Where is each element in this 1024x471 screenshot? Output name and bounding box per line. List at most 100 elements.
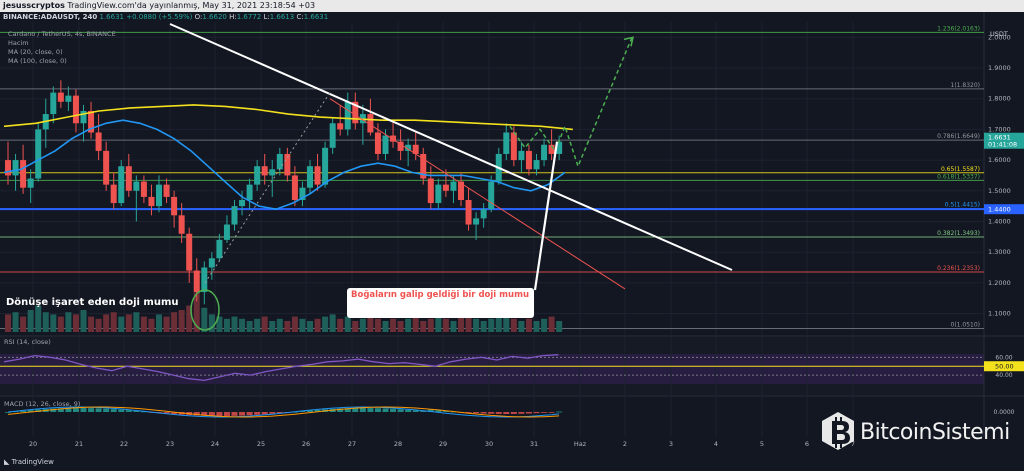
volume-legend[interactable]: Hacim bbox=[8, 39, 29, 47]
volume-bar-47 bbox=[359, 318, 366, 332]
x-tick-5: 25 bbox=[257, 440, 265, 448]
ma20-legend[interactable]: MA (20, close, 0) bbox=[8, 48, 63, 56]
macd-hist-52 bbox=[397, 409, 404, 412]
candle-body-22 bbox=[171, 196, 178, 216]
macd-hist-66 bbox=[503, 412, 510, 414]
volume-bar-18 bbox=[140, 316, 147, 332]
candle-body-21 bbox=[163, 184, 170, 197]
candle-body-55 bbox=[420, 153, 427, 179]
candle-body-2 bbox=[20, 160, 27, 188]
low-value: 1.6613 bbox=[269, 13, 295, 21]
macd-hist-73 bbox=[556, 411, 563, 413]
macd-hist-72 bbox=[548, 412, 555, 413]
low-label: L: bbox=[263, 13, 270, 21]
bitcoin-logo-icon bbox=[822, 412, 854, 450]
volume-bar-39 bbox=[299, 318, 306, 332]
volume-bar-7 bbox=[57, 316, 64, 332]
x-tick-2: 22 bbox=[120, 440, 128, 448]
volume-bar-43 bbox=[329, 314, 336, 332]
candle-body-28 bbox=[216, 239, 223, 259]
doji-annotation-right: Boğaların galip geldiği bir doji mumu bbox=[347, 288, 534, 318]
macd-hist-45 bbox=[344, 408, 351, 412]
candle-body-11 bbox=[88, 110, 95, 133]
volume-bar-68 bbox=[518, 321, 525, 332]
candle-body-6 bbox=[50, 92, 57, 115]
rsi-tick-40: 40.00 bbox=[995, 372, 1012, 379]
candle-body-42 bbox=[322, 147, 329, 185]
fib-label-7: 0.236(1.2353) bbox=[937, 265, 980, 272]
price-change: +0.0880 (+5.59%) bbox=[126, 13, 193, 21]
macd-hist-18 bbox=[140, 411, 147, 413]
macd-hist-32 bbox=[246, 412, 253, 416]
y-tick-4: 1.5000 bbox=[988, 187, 1011, 195]
candle-body-69 bbox=[525, 150, 532, 170]
volume-bar-40 bbox=[307, 321, 313, 332]
macd-hist-63 bbox=[480, 412, 487, 414]
macd-hist-8 bbox=[65, 408, 72, 412]
candle-body-63 bbox=[480, 209, 487, 219]
candle-body-10 bbox=[80, 110, 87, 124]
macd-hist-0 bbox=[5, 412, 11, 413]
volume-bar-22 bbox=[171, 312, 178, 332]
volume-bar-44 bbox=[337, 318, 344, 332]
x-tick-14: 3 bbox=[669, 440, 673, 448]
tradingview-text: TradingView bbox=[11, 458, 54, 466]
x-tick-15: 4 bbox=[714, 440, 718, 448]
volume-bar-36 bbox=[276, 318, 283, 332]
macd-hist-36 bbox=[276, 412, 283, 414]
symbol-label[interactable]: BINANCE:ADAUSDT, 240 bbox=[3, 13, 98, 21]
fib-label-3: 0.65(1.5587) bbox=[941, 166, 980, 173]
volume-bar-4 bbox=[35, 305, 42, 332]
candle-body-3 bbox=[27, 178, 34, 188]
volume-bar-28 bbox=[216, 316, 223, 332]
macd-hist-48 bbox=[367, 408, 374, 412]
macd-hist-55 bbox=[420, 410, 427, 412]
macd-hist-62 bbox=[473, 412, 480, 414]
close-label: C: bbox=[296, 13, 304, 21]
candle-body-31 bbox=[239, 199, 246, 207]
candle-body-54 bbox=[412, 144, 419, 154]
volume-bar-49 bbox=[374, 318, 381, 332]
candle-body-41 bbox=[314, 166, 321, 185]
macd-hist-39 bbox=[299, 411, 306, 412]
macd-hist-6 bbox=[50, 408, 57, 412]
y-tick-8: 1.9000 bbox=[988, 64, 1011, 72]
macd-hist-44 bbox=[337, 408, 344, 412]
rsi-legend[interactable]: RSI (14, close) bbox=[4, 338, 51, 346]
candle-body-38 bbox=[291, 175, 298, 200]
volume-bar-58 bbox=[442, 318, 449, 332]
volume-bar-46 bbox=[352, 321, 359, 332]
ma100-legend[interactable]: MA (100, close, 0) bbox=[8, 57, 67, 65]
volume-bar-37 bbox=[284, 321, 291, 332]
volume-bar-70 bbox=[533, 321, 540, 332]
macd-hist-21 bbox=[163, 412, 170, 414]
candle-body-50 bbox=[382, 135, 389, 154]
candle-body-16 bbox=[125, 166, 132, 191]
candle-body-18 bbox=[140, 181, 147, 197]
tradingview-logo[interactable]: ◣ TradingView bbox=[4, 458, 54, 466]
author-name[interactable]: jesusscryptos bbox=[3, 1, 65, 10]
volume-bar-73 bbox=[556, 321, 563, 332]
x-tick-8: 28 bbox=[394, 440, 402, 448]
chart-title-legend[interactable]: Cardano / TetherUS, 4s, BINANCE bbox=[8, 30, 116, 38]
macd-hist-33 bbox=[254, 412, 261, 415]
candle-body-52 bbox=[397, 141, 404, 151]
y-tick-2: 1.3000 bbox=[988, 248, 1011, 256]
x-tick-4: 24 bbox=[211, 440, 219, 448]
macd-hist-65 bbox=[495, 412, 502, 414]
volume-bar-35 bbox=[269, 321, 276, 332]
candle-body-36 bbox=[276, 153, 283, 170]
axis-unit-label: USDT bbox=[990, 30, 1008, 38]
volume-bar-41 bbox=[314, 318, 321, 332]
candle-body-32 bbox=[246, 184, 253, 200]
candle-body-43 bbox=[329, 123, 336, 148]
volume-bar-6 bbox=[50, 314, 57, 332]
volume-bar-30 bbox=[231, 316, 238, 332]
macd-hist-34 bbox=[261, 412, 268, 415]
macd-legend[interactable]: MACD (12, 26, close, 9) bbox=[4, 400, 81, 408]
candle-body-45 bbox=[344, 101, 351, 130]
ma20-line bbox=[3, 119, 566, 211]
volume-bar-29 bbox=[223, 318, 230, 332]
candle-body-44 bbox=[337, 123, 344, 130]
macd-hist-9 bbox=[72, 408, 79, 412]
